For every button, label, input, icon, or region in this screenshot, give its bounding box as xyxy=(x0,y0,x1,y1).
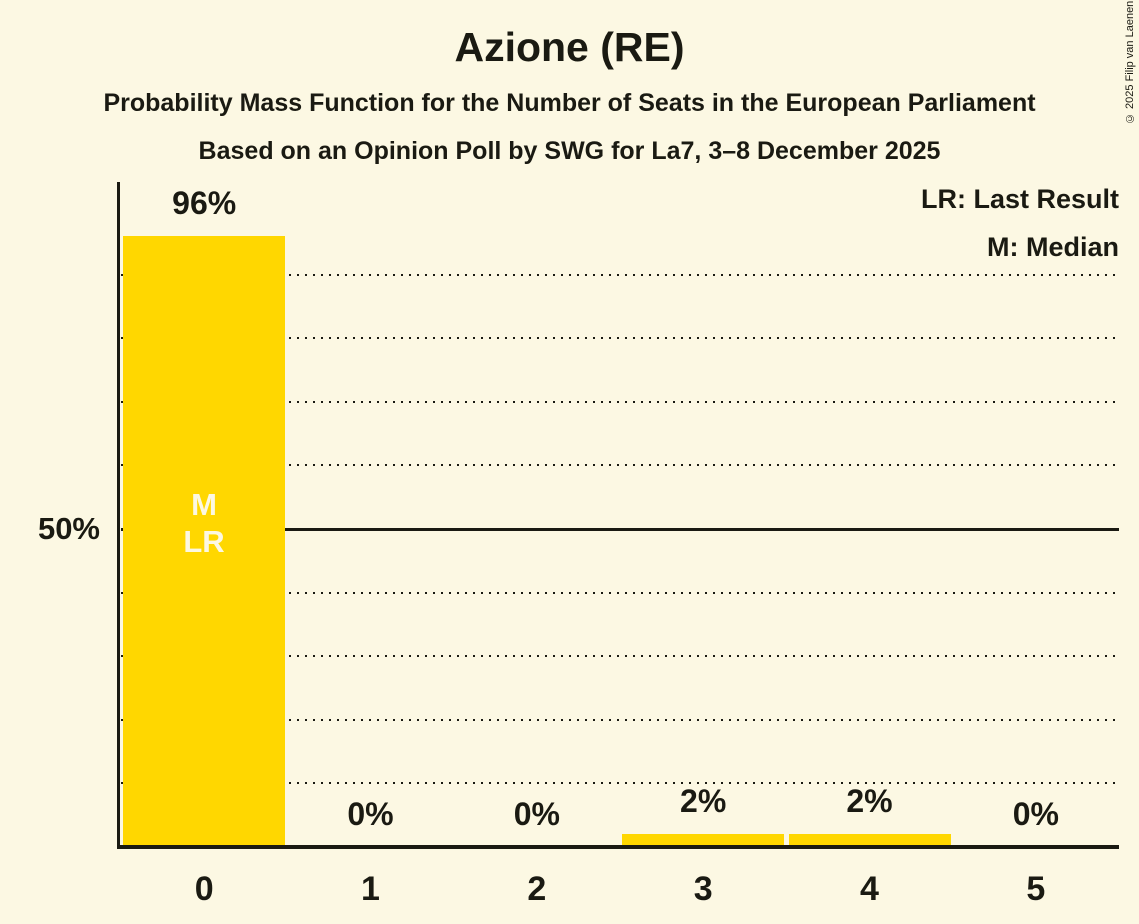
x-axis-label-4: 4 xyxy=(860,870,879,908)
x-axis-label-5: 5 xyxy=(1026,870,1046,908)
y-axis-line xyxy=(117,182,120,849)
y-axis-50pct-label: 50% xyxy=(37,511,100,546)
x-axis-label-0: 0 xyxy=(194,870,214,908)
chart-subtitle: Probability Mass Function for the Number… xyxy=(103,89,1036,117)
value-label-seats-4: 2% xyxy=(846,783,893,820)
gridline-90pct xyxy=(121,273,1119,276)
legend-last-result: LR: Last Result xyxy=(920,184,1119,214)
value-label-seats-1: 0% xyxy=(347,796,394,832)
value-label-seats-5: 0% xyxy=(1012,796,1059,832)
bar-seats-4 xyxy=(788,834,951,847)
bar-seats-0 xyxy=(123,236,286,847)
gridline-30pct xyxy=(121,655,1119,658)
median-marker: M xyxy=(191,487,217,522)
last-result-marker: LR xyxy=(183,524,225,559)
gridline-10pct xyxy=(121,782,1119,785)
x-axis-label-1: 1 xyxy=(361,870,380,908)
page-title: Azione (RE) xyxy=(454,24,685,70)
value-label-seats-2: 0% xyxy=(513,796,560,832)
gridline-40pct xyxy=(121,591,1119,594)
gridline-20pct xyxy=(121,718,1119,721)
gridline-50pct xyxy=(121,528,1119,531)
value-label-seats-3: 2% xyxy=(680,783,727,820)
gridline-80pct xyxy=(121,337,1119,340)
bar-seats-3 xyxy=(622,834,785,847)
x-axis-label-2: 2 xyxy=(527,870,547,908)
gridline-70pct xyxy=(121,400,1119,403)
x-axis-label-3: 3 xyxy=(693,870,713,908)
legend-median: M: Median xyxy=(987,232,1119,262)
x-axis-line xyxy=(117,845,1119,849)
chart-source-line: Based on an Opinion Poll by SWG for La7,… xyxy=(198,137,941,165)
median-last-result-annotation: M LR xyxy=(124,486,284,560)
gridline-60pct xyxy=(121,464,1119,467)
copyright-notice: © 2025 Filip van Laenen xyxy=(1124,0,1136,124)
value-label-seats-0: 96% xyxy=(172,185,237,222)
